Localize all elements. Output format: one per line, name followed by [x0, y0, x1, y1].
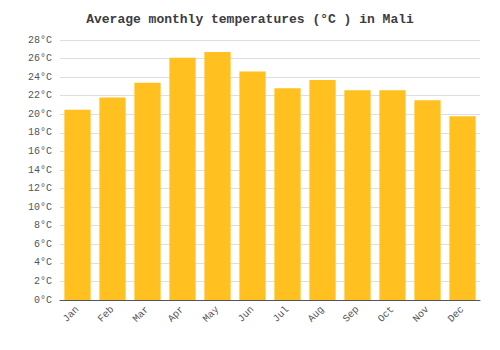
svg-text:Dec: Dec: [446, 304, 466, 324]
svg-text:Jul: Jul: [271, 304, 291, 324]
svg-text:Apr: Apr: [166, 304, 186, 324]
svg-text:6°C: 6°C: [34, 239, 52, 250]
svg-text:Jan: Jan: [61, 304, 81, 324]
svg-text:8°C: 8°C: [34, 220, 52, 231]
svg-text:12°C: 12°C: [28, 183, 52, 194]
svg-text:20°C: 20°C: [28, 109, 52, 120]
svg-text:Oct: Oct: [376, 304, 396, 324]
svg-text:Aug: Aug: [306, 304, 326, 324]
svg-text:18°C: 18°C: [28, 127, 52, 138]
svg-text:Mar: Mar: [131, 304, 151, 324]
svg-text:Feb: Feb: [96, 304, 116, 324]
svg-text:26°C: 26°C: [28, 53, 52, 64]
svg-text:May: May: [201, 304, 221, 324]
svg-text:2°C: 2°C: [34, 276, 52, 287]
svg-text:4°C: 4°C: [34, 257, 52, 268]
svg-text:10°C: 10°C: [28, 202, 52, 213]
svg-text:16°C: 16°C: [28, 146, 52, 157]
svg-text:Sep: Sep: [341, 304, 361, 324]
svg-text:0°C: 0°C: [34, 295, 52, 306]
svg-text:Nov: Nov: [411, 304, 431, 324]
svg-text:22°C: 22°C: [28, 90, 52, 101]
svg-text:Jun: Jun: [236, 304, 256, 324]
svg-text:28°C: 28°C: [28, 35, 52, 46]
svg-text:14°C: 14°C: [28, 165, 52, 176]
svg-text:24°C: 24°C: [28, 72, 52, 83]
svg-text:Average monthly temperatures (: Average monthly temperatures (°C ) in Ma…: [86, 12, 414, 27]
